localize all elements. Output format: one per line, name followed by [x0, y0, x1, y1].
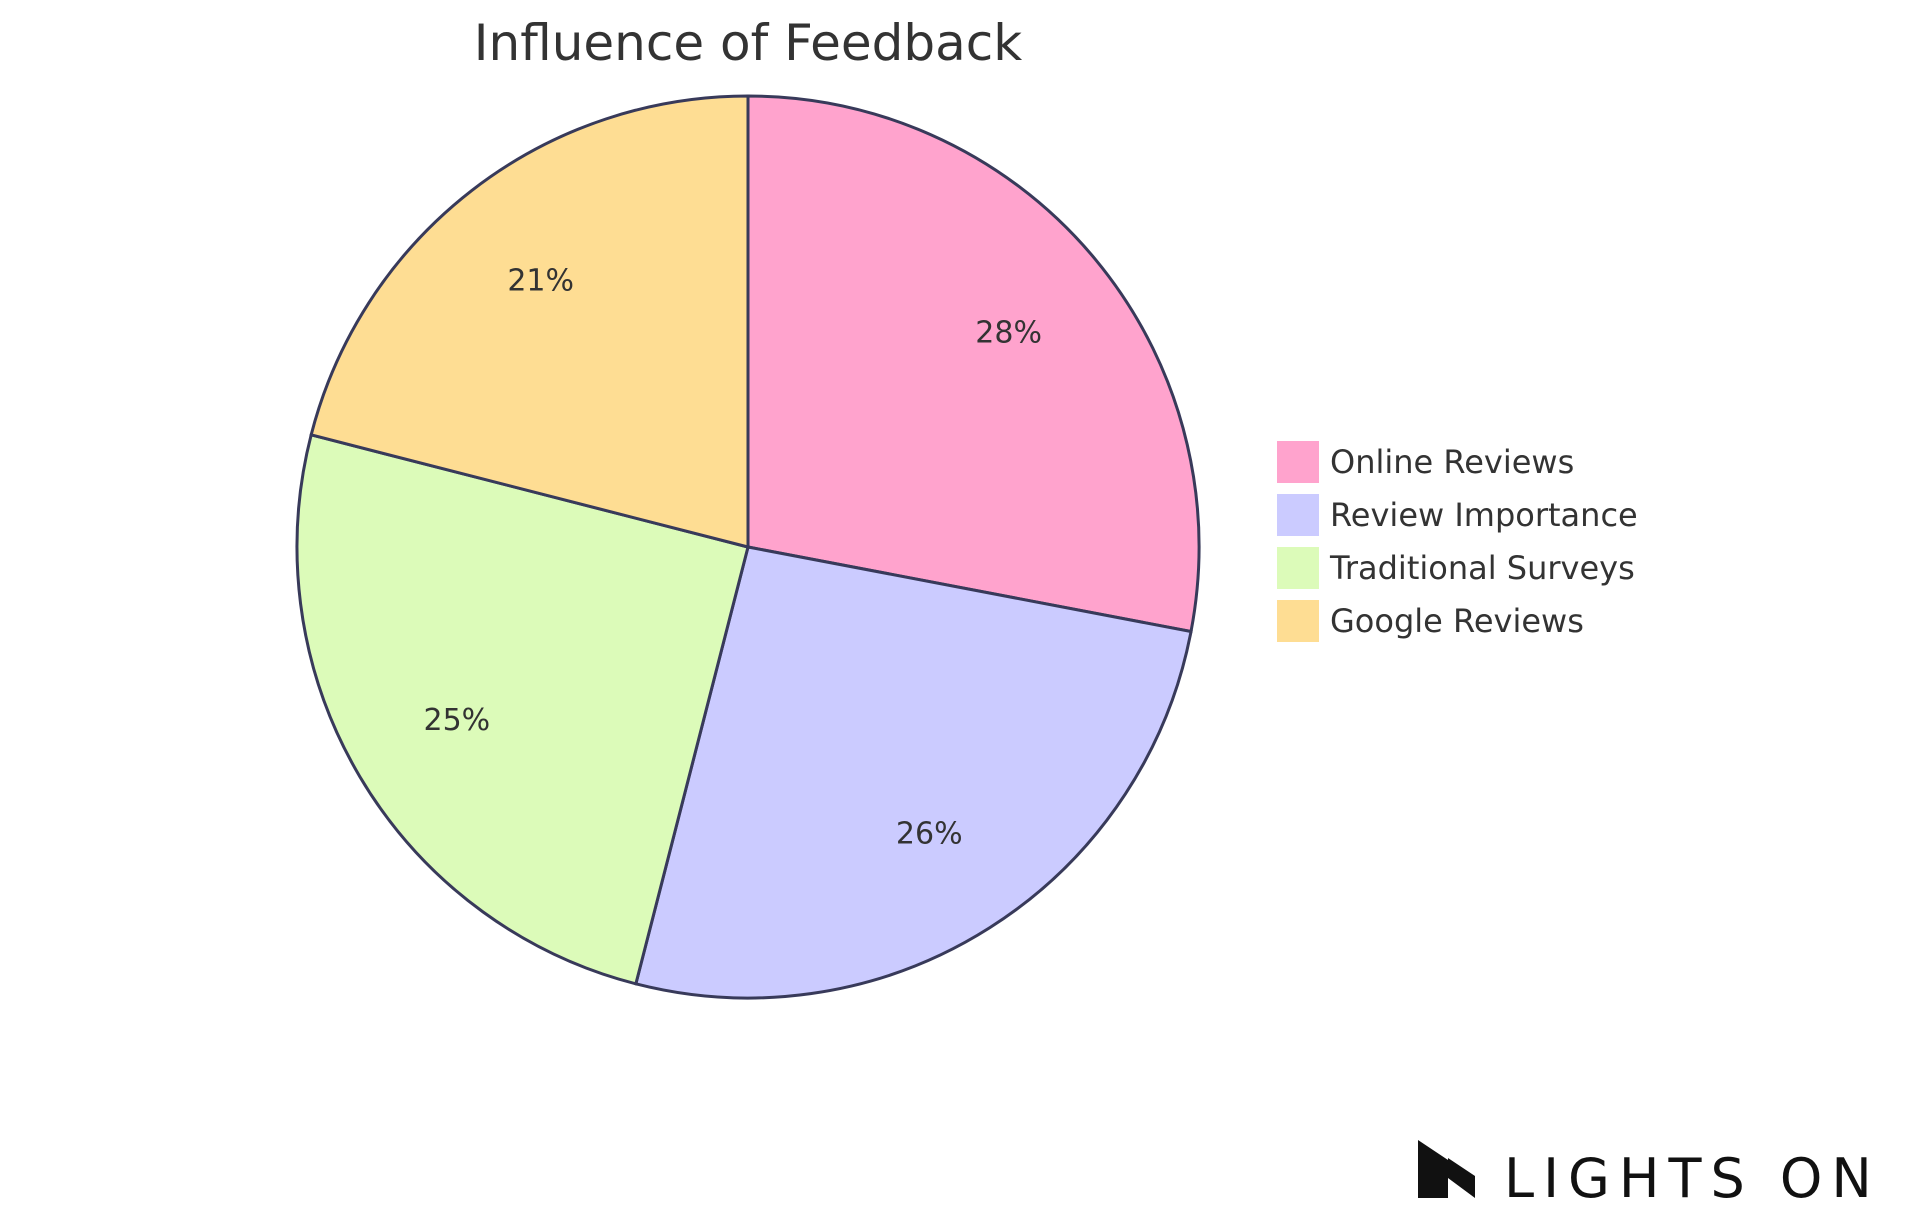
legend-item-traditional-surveys: Traditional Surveys: [1275, 545, 1635, 591]
legend-label: Traditional Surveys: [1329, 549, 1635, 587]
pie-slices: [295, 94, 1201, 1000]
legend-swatch: [1275, 439, 1321, 485]
pie-slice-traditional-surveys: [295, 433, 750, 986]
legend-swatch: [1275, 598, 1321, 644]
slice-label-traditional-surveys: 25%: [424, 703, 491, 738]
legend-item-online-reviews: Online Reviews: [1275, 439, 1574, 485]
legend-item-google-reviews: Google Reviews: [1275, 598, 1584, 644]
legend-swatch: [1275, 545, 1321, 591]
slice-label-review-importance: 26%: [896, 817, 963, 852]
brand-name: LIGHTS ON: [1504, 1147, 1881, 1210]
legend-swatch: [1275, 492, 1321, 538]
pie-slice-google-reviews: [309, 94, 750, 549]
chart-title: Influence of Feedback: [474, 14, 1022, 72]
brand-logo: LIGHTS ON: [1418, 1140, 1881, 1210]
legend-item-review-importance: Review Importance: [1275, 492, 1638, 538]
chart-legend: Online Reviews Review Importance Tradition…: [1275, 439, 1638, 644]
lights-on-logo-icon: [1418, 1140, 1475, 1198]
legend-label: Review Importance: [1330, 496, 1638, 534]
slice-label-google-reviews: 21%: [507, 264, 574, 299]
legend-label: Google Reviews: [1330, 602, 1584, 640]
pie-slice-online-reviews: [746, 94, 1201, 634]
pie-slice-review-importance: [634, 545, 1193, 1000]
pie-slice-labels: 28% 26% 25% 21%: [424, 264, 1042, 852]
slice-label-online-reviews: 28%: [975, 315, 1042, 350]
legend-label: Online Reviews: [1330, 443, 1574, 481]
